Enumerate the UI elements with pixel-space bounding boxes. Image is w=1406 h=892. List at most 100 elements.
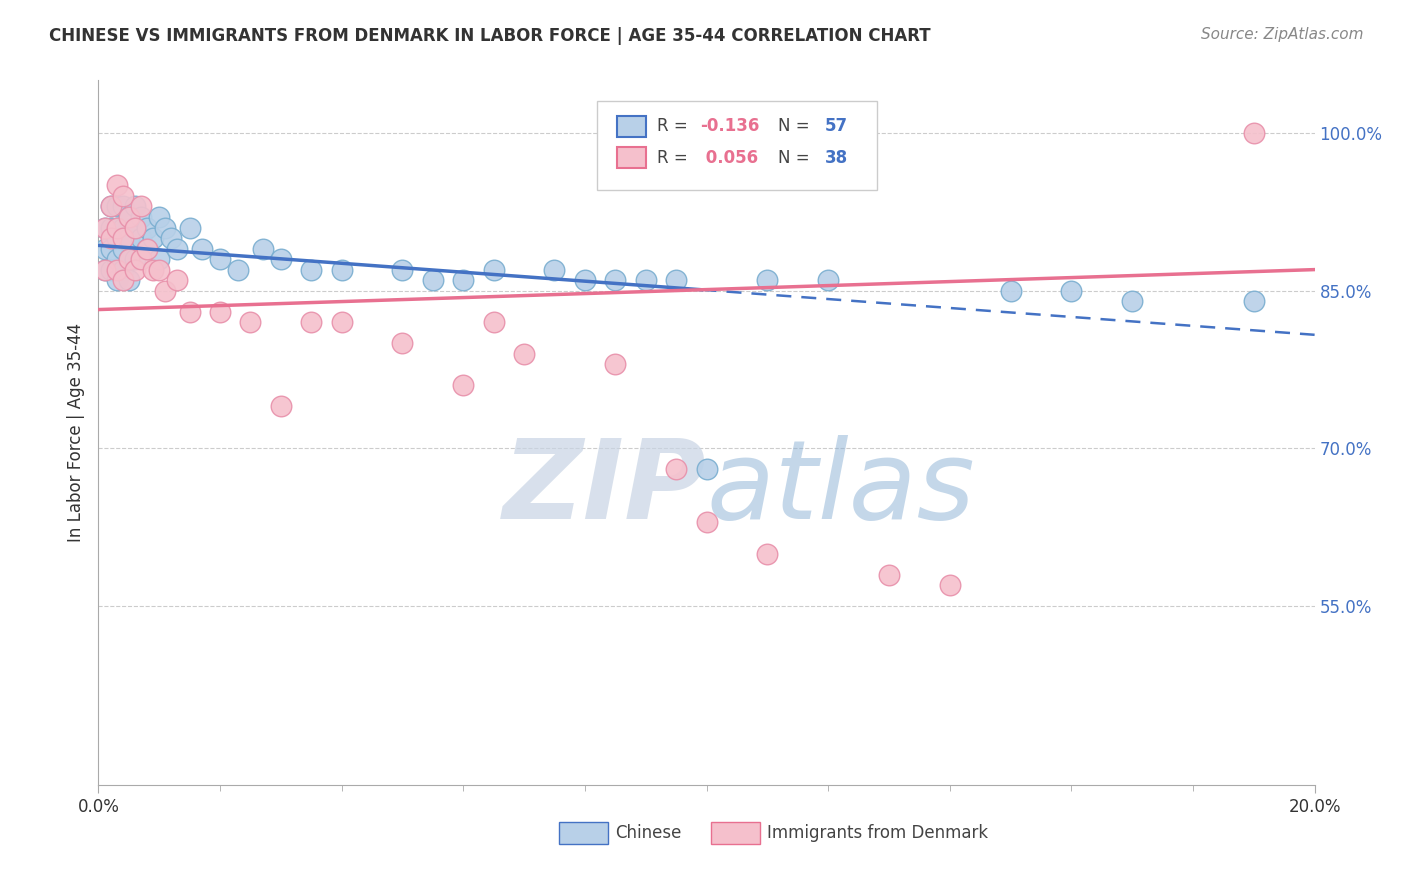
FancyBboxPatch shape xyxy=(711,822,761,844)
Point xyxy=(252,242,274,256)
Point xyxy=(1000,284,1022,298)
Point xyxy=(191,242,214,256)
Point xyxy=(136,220,159,235)
Point xyxy=(105,231,128,245)
Point xyxy=(270,252,292,266)
Point xyxy=(270,400,292,414)
Point xyxy=(111,262,134,277)
Point xyxy=(105,273,128,287)
Point xyxy=(634,273,657,287)
Point xyxy=(129,231,152,245)
Point xyxy=(209,252,232,266)
Point xyxy=(605,273,627,287)
Point xyxy=(93,242,115,256)
Text: Immigrants from Denmark: Immigrants from Denmark xyxy=(768,824,988,842)
Point xyxy=(453,273,475,287)
Y-axis label: In Labor Force | Age 35-44: In Labor Force | Age 35-44 xyxy=(66,323,84,542)
Point xyxy=(453,378,475,392)
Text: CHINESE VS IMMIGRANTS FROM DENMARK IN LABOR FORCE | AGE 35-44 CORRELATION CHART: CHINESE VS IMMIGRANTS FROM DENMARK IN LA… xyxy=(49,27,931,45)
Text: ZIP: ZIP xyxy=(503,435,707,542)
Point xyxy=(482,262,505,277)
Point xyxy=(239,315,262,329)
Point xyxy=(665,273,688,287)
Point xyxy=(100,231,122,245)
Point xyxy=(111,220,134,235)
Point xyxy=(155,220,177,235)
Point xyxy=(124,220,146,235)
Point xyxy=(299,262,322,277)
Point xyxy=(696,515,718,529)
Point xyxy=(482,315,505,329)
Point xyxy=(513,347,536,361)
Point xyxy=(100,199,122,213)
Point xyxy=(124,262,146,277)
Point xyxy=(142,262,165,277)
Point xyxy=(136,242,159,256)
Point xyxy=(100,262,122,277)
Point xyxy=(148,252,170,266)
Point xyxy=(105,178,128,193)
Point xyxy=(142,231,165,245)
Point xyxy=(1243,294,1265,309)
Text: Chinese: Chinese xyxy=(616,824,682,842)
Point xyxy=(105,262,128,277)
Point xyxy=(100,199,122,213)
Point xyxy=(111,273,134,287)
Point xyxy=(124,199,146,213)
Point xyxy=(105,252,128,266)
Point xyxy=(422,273,444,287)
Point xyxy=(148,262,170,277)
Point xyxy=(93,262,115,277)
Point xyxy=(226,262,249,277)
Point xyxy=(118,210,141,224)
FancyBboxPatch shape xyxy=(616,116,645,136)
Point xyxy=(155,284,177,298)
Text: 0.056: 0.056 xyxy=(700,149,759,167)
Point xyxy=(93,262,115,277)
Point xyxy=(100,242,122,256)
Point xyxy=(299,315,322,329)
Point xyxy=(105,220,128,235)
Point xyxy=(330,262,353,277)
Point xyxy=(124,252,146,266)
Text: 38: 38 xyxy=(824,149,848,167)
Point xyxy=(111,231,134,245)
Point xyxy=(1243,126,1265,140)
Point xyxy=(118,252,141,266)
Point xyxy=(148,210,170,224)
Point xyxy=(166,242,188,256)
Point xyxy=(93,220,115,235)
Point xyxy=(209,304,232,318)
Point xyxy=(939,578,962,592)
Point xyxy=(179,304,201,318)
Text: -0.136: -0.136 xyxy=(700,117,759,135)
Point xyxy=(605,357,627,371)
Point xyxy=(118,231,141,245)
Point xyxy=(817,273,839,287)
Point xyxy=(756,547,779,561)
Point xyxy=(543,262,565,277)
Text: 57: 57 xyxy=(824,117,848,135)
Point xyxy=(391,336,413,351)
Point xyxy=(129,210,152,224)
FancyBboxPatch shape xyxy=(598,102,877,189)
Text: R =: R = xyxy=(657,149,693,167)
Point xyxy=(111,242,134,256)
Point xyxy=(696,462,718,476)
Text: R =: R = xyxy=(657,117,693,135)
Point xyxy=(330,315,353,329)
Point xyxy=(118,273,141,287)
Point xyxy=(136,242,159,256)
Text: Source: ZipAtlas.com: Source: ZipAtlas.com xyxy=(1201,27,1364,42)
FancyBboxPatch shape xyxy=(560,822,607,844)
Point xyxy=(391,262,413,277)
Point xyxy=(105,220,128,235)
Point xyxy=(93,220,115,235)
Text: atlas: atlas xyxy=(707,435,976,542)
Point xyxy=(877,567,900,582)
Point xyxy=(118,252,141,266)
Point xyxy=(179,220,201,235)
Point xyxy=(111,199,134,213)
Point xyxy=(105,199,128,213)
Point xyxy=(1060,284,1083,298)
